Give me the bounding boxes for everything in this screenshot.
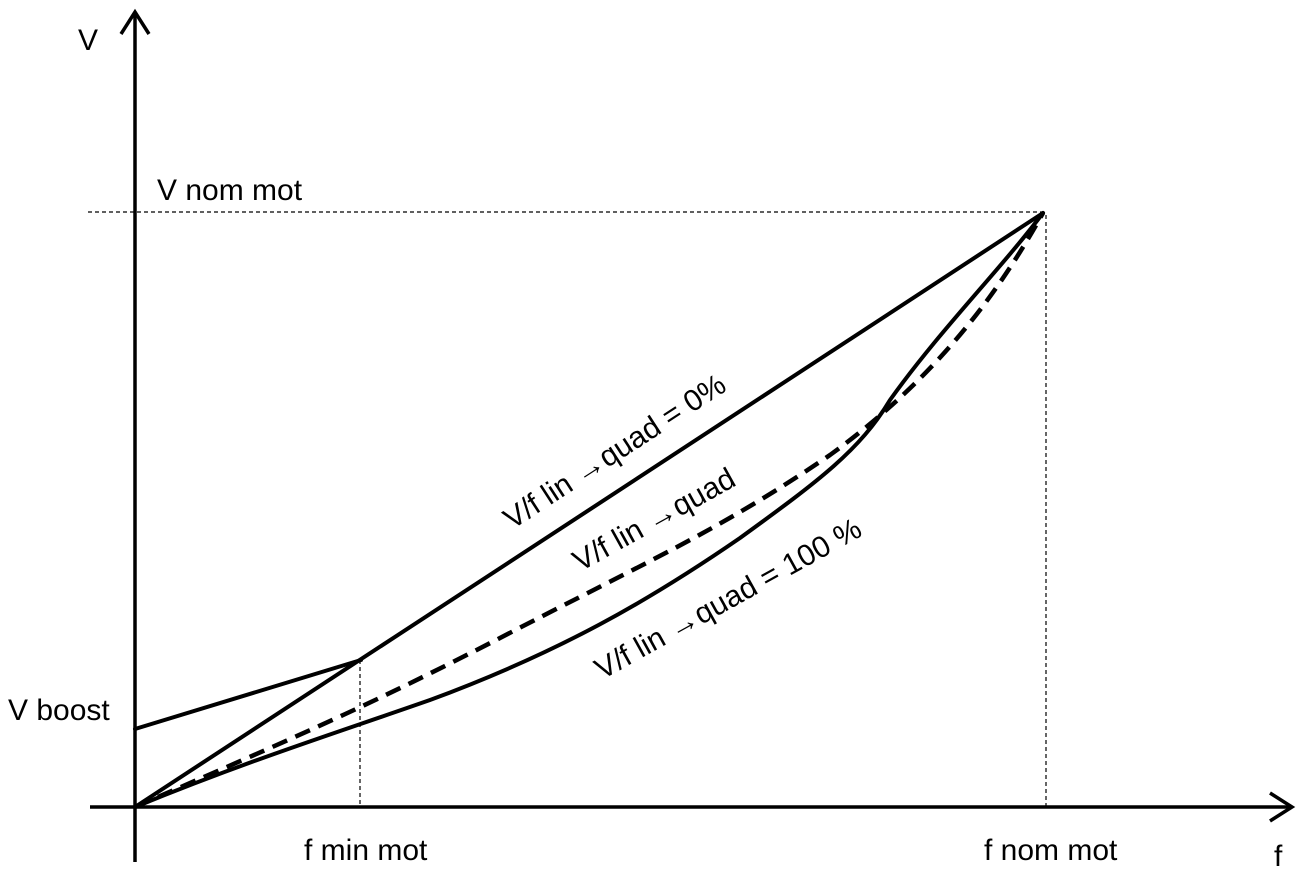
v-boost-label: V boost: [8, 694, 110, 727]
boost-line: [133, 658, 363, 731]
axes: [90, 8, 1296, 862]
quadratic-curve-label-suffix: quad = 100 %: [689, 512, 868, 631]
x-axis-arrowhead: [1269, 791, 1296, 823]
x-axis-label: f: [1274, 840, 1283, 870]
linear-curve-label-prefix: V/f lin: [498, 463, 586, 536]
f-min-mot-label: f min mot: [304, 834, 428, 867]
linear-curve-label-suffix: quad = 0%: [593, 368, 732, 474]
v-nom-mot-label: V nom mot: [157, 174, 303, 207]
f-nom-mot-label: f nom mot: [984, 834, 1118, 867]
reference-lines: [88, 211, 1047, 807]
curves: [133, 211, 1045, 810]
y-axis-arrowhead: [119, 8, 151, 35]
quadratic-curve-label-prefix: V/f lin: [589, 617, 678, 686]
intermediate-curve-label-prefix: V/f lin: [567, 509, 656, 578]
quadratic-curve: [133, 211, 1045, 809]
y-axis-label: V: [78, 24, 98, 57]
intermediate-curve-label-suffix: quad: [667, 462, 741, 523]
linear-curve: [133, 211, 1045, 809]
intermediate-curve: [134, 211, 1045, 810]
